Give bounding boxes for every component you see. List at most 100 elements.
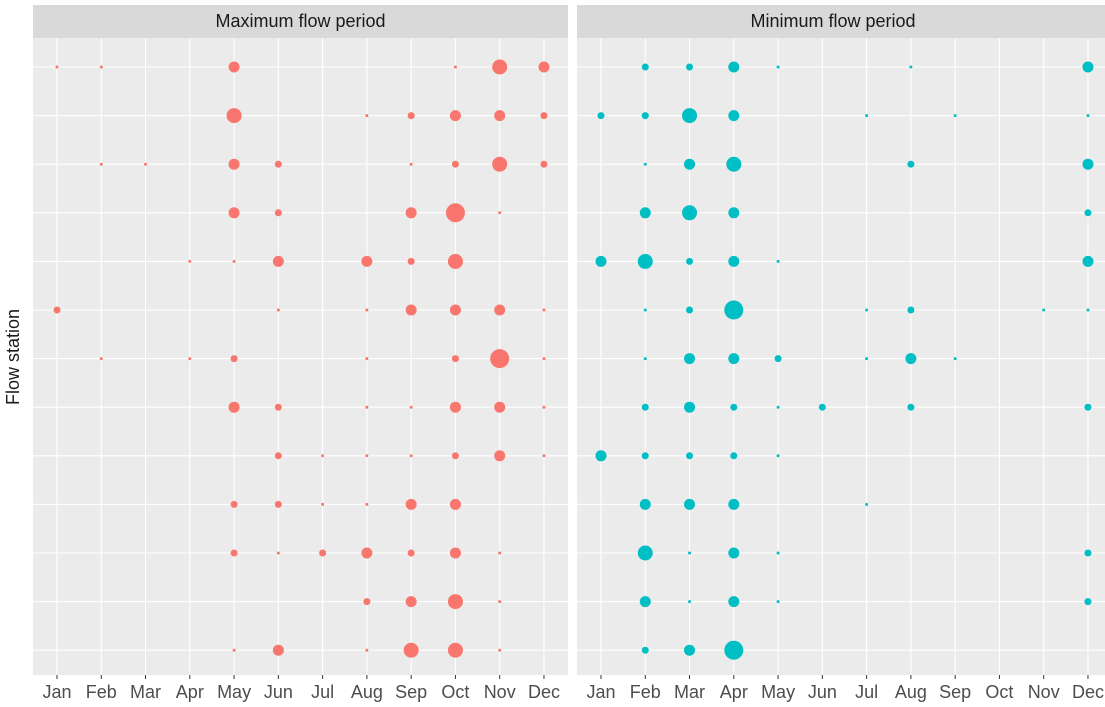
dot [494, 450, 506, 462]
dot [1082, 61, 1094, 73]
dot [865, 502, 869, 506]
dot [99, 162, 103, 166]
dot [409, 162, 413, 166]
dot [494, 401, 506, 413]
dot [776, 405, 780, 409]
dot [542, 454, 546, 458]
dot [449, 401, 461, 413]
strip [577, 5, 1105, 38]
dot [643, 308, 647, 312]
dot [321, 502, 325, 506]
dot [363, 598, 371, 606]
x-tick-label: Sep [939, 682, 971, 702]
x-tick-label: Jan [42, 682, 71, 702]
dot [641, 452, 649, 460]
dot [226, 108, 242, 124]
dot [319, 549, 327, 557]
dot [1086, 308, 1090, 312]
dot [1086, 114, 1090, 118]
dot [230, 355, 238, 363]
dot [449, 110, 461, 122]
dot [403, 642, 419, 658]
dot [728, 547, 740, 559]
dot [188, 357, 192, 361]
x-tick-label: Jul [311, 682, 334, 702]
dot [276, 551, 280, 555]
dot [365, 648, 369, 652]
dot [641, 63, 649, 71]
dot [494, 304, 506, 316]
strip-title: Maximum flow period [215, 11, 385, 31]
dot [595, 255, 607, 267]
dot [188, 259, 192, 263]
dot [228, 207, 240, 219]
dot [641, 403, 649, 411]
dot [639, 498, 651, 510]
dot [1042, 308, 1046, 312]
dot [365, 502, 369, 506]
dot [538, 61, 550, 73]
dot [728, 498, 740, 510]
dot [228, 61, 240, 73]
dot [1082, 158, 1094, 170]
dot [99, 357, 103, 361]
dot [776, 454, 780, 458]
dot [492, 59, 508, 75]
dot [776, 551, 780, 555]
dot [449, 304, 461, 316]
dot [907, 306, 915, 314]
dot [907, 403, 915, 411]
dot [641, 646, 649, 654]
dot [540, 112, 548, 120]
x-tick-label: Jul [855, 682, 878, 702]
dot [728, 110, 740, 122]
panel [577, 38, 1105, 675]
dot [451, 160, 459, 168]
dot [55, 65, 59, 69]
dot [1084, 209, 1092, 217]
dot [726, 156, 742, 172]
dot [365, 114, 369, 118]
dot [728, 596, 740, 608]
dot [728, 255, 740, 267]
dot [407, 549, 415, 557]
dot [144, 162, 148, 166]
dot [365, 308, 369, 312]
dot [365, 357, 369, 361]
x-tick-label: May [217, 682, 251, 702]
dot [865, 114, 869, 118]
x-tick-label: Jun [264, 682, 293, 702]
dot [409, 405, 413, 409]
dot [688, 600, 692, 604]
dot [449, 547, 461, 559]
x-tick-label: Feb [630, 682, 661, 702]
panel [33, 38, 568, 675]
dot [597, 112, 605, 120]
dot [274, 500, 282, 508]
dot [953, 357, 957, 361]
x-tick-label: Aug [351, 682, 383, 702]
dot [274, 452, 282, 460]
dot [447, 594, 463, 610]
dot [774, 355, 782, 363]
dot [1084, 598, 1092, 606]
dot [724, 300, 744, 320]
dot [272, 644, 284, 656]
dot [643, 162, 647, 166]
dot [688, 551, 692, 555]
dot [405, 596, 417, 608]
dot [445, 203, 465, 223]
strip-title: Minimum flow period [750, 11, 915, 31]
dot [953, 114, 957, 118]
x-tick-label: Jan [586, 682, 615, 702]
dot [684, 353, 696, 365]
dot [905, 353, 917, 365]
dot [724, 640, 744, 660]
dot [232, 648, 236, 652]
dot [405, 304, 417, 316]
dot [818, 403, 826, 411]
dot [490, 349, 510, 369]
dot [865, 308, 869, 312]
dot [494, 110, 506, 122]
dot [865, 357, 869, 361]
